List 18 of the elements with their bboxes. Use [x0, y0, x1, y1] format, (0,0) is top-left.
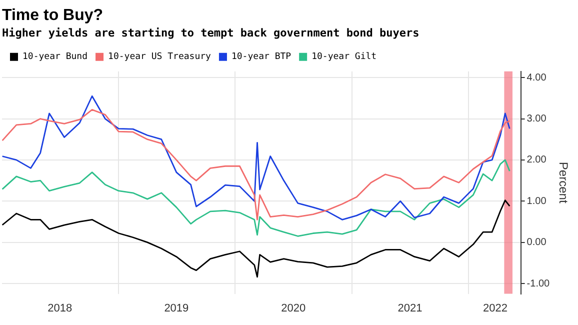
- x-tick-label: 2018: [48, 302, 72, 314]
- y-axis-title: Percent: [556, 162, 570, 204]
- legend-label: 10-year Gilt: [312, 52, 377, 62]
- legend-label: 10-year Bund: [22, 52, 88, 62]
- x-tick-label: 2022: [483, 302, 508, 314]
- x-tick-label: 2020: [281, 302, 306, 314]
- y-tick-label: 4.00: [526, 72, 547, 84]
- chart-title: Time to Buy?: [2, 7, 104, 24]
- y-tick-label: 3.00: [526, 114, 547, 125]
- x-tick-label: 2019: [164, 302, 189, 314]
- y-tick-label: 2.00: [526, 154, 547, 166]
- y-tick-label: 1.00: [526, 196, 547, 207]
- y-tick-label: -1.00: [526, 278, 550, 290]
- x-tick-label: 2021: [398, 302, 422, 314]
- legend-label: 10-year US Treasury: [108, 52, 212, 62]
- chart-subtitle: Higher yields are starting to tempt back government bond buyers: [2, 26, 420, 40]
- legend-label: 10-year BTP: [231, 52, 292, 62]
- y-tick-label: 0.00: [526, 237, 547, 248]
